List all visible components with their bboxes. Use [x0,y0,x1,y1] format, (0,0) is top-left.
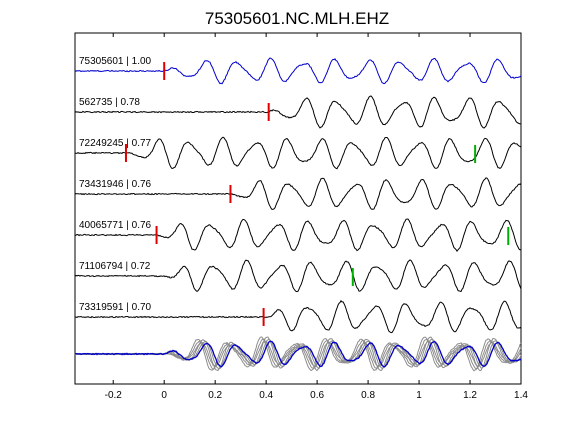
x-tick-label: -0.2 [105,390,123,401]
trace-group: 562735 | 0.78 [74,95,522,129]
x-tick-label: 0 [161,390,167,401]
trace-waveform [74,95,522,129]
trace-waveform [74,299,522,334]
traces-layer: 75305601 | 1.00 562735 | 0.78 72249245 | 0… [74,56,522,334]
trace-label: 71106794 | 0.72 [79,261,151,272]
trace-label: 73319591 | 0.70 [79,302,152,313]
x-axis: -0.2 0 0.2 0.4 0.6 0.8 1 1.2 1.4 [105,33,528,401]
trace-group: 72249245 | 0.77 [74,136,522,170]
x-tick-label: 1.2 [463,390,477,401]
chart-title: 75305601.NC.MLH.EHZ [205,9,389,28]
trace-label: 72249245 | 0.77 [79,138,152,149]
stack-reference-trace [75,340,522,368]
x-tick-label: 1.4 [514,390,528,401]
x-tick-label: 0.6 [310,390,324,401]
trace-group: 73431946 | 0.76 [74,177,522,211]
x-tick-label: 0.8 [361,390,375,401]
trace-waveform [74,177,522,211]
trace-waveform [74,136,522,170]
trace-waveform [74,218,522,252]
x-tick-label: 0.4 [259,390,273,401]
trace-label: 73431946 | 0.76 [79,179,152,190]
trace-group: 73319591 | 0.70 [74,299,522,334]
trace-label: 40065771 | 0.76 [79,220,152,231]
stack-layer [74,336,522,372]
trace-label: 562735 | 0.78 [79,97,140,108]
trace-group: 75305601 | 1.00 [74,56,522,85]
trace-waveform [74,259,522,293]
trace-group: 71106794 | 0.72 [74,259,522,293]
trace-group: 40065771 | 0.76 [74,218,522,252]
trace-waveform [74,57,522,85]
x-tick-label: 0.2 [208,390,222,401]
plot-frame [74,32,522,385]
x-tick-label: 1 [416,390,422,401]
trace-label: 75305601 | 1.00 [79,56,152,67]
